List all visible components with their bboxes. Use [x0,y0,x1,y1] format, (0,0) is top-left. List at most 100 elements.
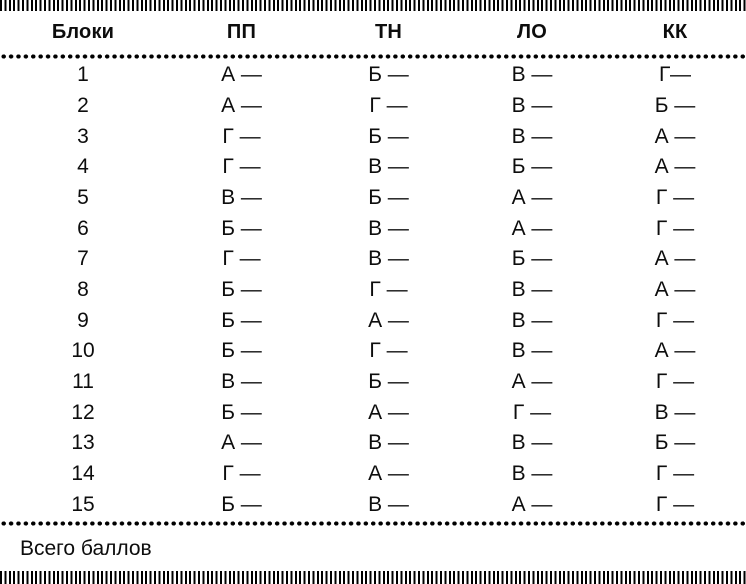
table-row: 9 Б — А — В — Г — [0,305,746,336]
pp-answer-cell: Б — [221,216,262,240]
tn-answer-cell: Г — [369,278,408,302]
block-number-cell: 13 [71,431,95,455]
table-body: 1 А — Б — В — Г— 2 А — Г — В — Б — 3 Г —… [0,60,746,520]
lo-answer-cell: В — [511,339,553,363]
table-row: 11 В — Б — А — Г — [0,367,746,398]
tn-answer-cell: Г — [369,94,408,117]
tn-answer-cell: Б — [368,124,409,148]
table-row: 12 Б — А — Г — В — [0,397,746,428]
header-kk: КК [662,20,688,43]
block-number-cell: 4 [77,155,89,179]
tn-answer-cell: А — [368,308,409,332]
pp-answer-cell: Б — [221,339,262,363]
top-comb-border [0,0,746,11]
bottom-comb-border [0,571,746,584]
header-blocks: Блоки [51,20,115,43]
lo-answer-cell: А — [511,492,553,516]
tn-answer-cell: В — [368,431,409,455]
kk-answer-cell: Г — [655,308,695,332]
tn-answer-cell: А — [368,400,409,424]
table-row: 5 В — Б — А — Г — [0,183,746,214]
lo-answer-cell: В — [511,462,553,486]
block-number-cell: 8 [77,278,89,302]
tn-answer-cell: В — [368,155,409,179]
pp-answer-cell: В — [221,370,262,394]
table-row: 7 Г — В — Б — А — [0,244,746,275]
kk-answer-cell: Г — [655,186,695,210]
lo-answer-cell: В — [511,94,553,117]
pp-answer-cell: Б — [221,278,262,302]
pp-answer-cell: Г — [222,462,261,486]
block-number-cell: 7 [77,247,89,271]
header-dotted-rule [0,53,746,60]
block-number-cell: 3 [77,124,89,148]
table-row: 14 Г — А — В — Г — [0,459,746,490]
table-row: 4 Г — В — Б — А — [0,152,746,183]
tn-answer-cell: Б — [368,63,409,87]
header-tn: ТН [374,20,403,43]
header-lo: ЛО [517,20,547,43]
pp-answer-cell: А — [221,431,262,455]
block-number-cell: 6 [77,216,89,240]
tn-answer-cell: В — [368,492,409,516]
block-number-cell: 14 [71,462,95,486]
block-number-cell: 5 [77,186,89,210]
block-number-cell: 15 [71,492,95,516]
block-number-cell: 10 [71,339,95,363]
kk-answer-cell: Г — [655,462,695,486]
tn-answer-cell: В — [368,216,409,240]
table-row: 6 Б — В — А — Г — [0,213,746,244]
tn-answer-cell: Г — [369,339,408,363]
kk-answer-cell: А — [654,339,696,363]
pp-answer-cell: Г — [222,247,261,271]
footer-dotted-rule [0,520,746,527]
table-row: 15 Б — В — А — Г — [0,489,746,520]
kk-answer-cell: А — [654,155,696,179]
pp-answer-cell: А — [221,63,262,87]
kk-answer-cell: Б — [654,94,696,117]
table-row: 1 А — Б — В — Г— [0,60,746,91]
pp-answer-cell: В — [221,186,262,210]
table-row: 3 Г — Б — В — А — [0,121,746,152]
kk-answer-cell: Г — [655,492,695,516]
pp-answer-cell: Г — [222,124,261,148]
block-number-cell: 2 [77,94,89,117]
tn-answer-cell: Б — [368,370,409,394]
pp-answer-cell: Б — [221,400,262,424]
table-row: 2 А — Г — В — Б — [0,91,746,122]
kk-answer-cell: Г — [655,370,695,394]
block-number-cell: 9 [77,308,89,332]
total-score-label: Всего баллов [20,537,152,560]
table-row: 10 Б — Г — В — А — [0,336,746,367]
lo-answer-cell: Б — [511,247,553,271]
kk-answer-cell: А — [654,247,696,271]
header-pp: ПП [226,20,257,43]
lo-answer-cell: В — [511,278,553,302]
lo-answer-cell: В — [511,124,553,148]
total-score-row: Всего баллов [0,527,746,571]
kk-answer-cell: В — [654,400,696,424]
table-header-row: Блоки ПП ТН ЛО КК [0,11,746,53]
pp-answer-cell: Г — [222,155,261,179]
kk-answer-cell: А — [654,124,696,148]
block-number-cell: 12 [71,400,95,424]
pp-answer-cell: Б — [221,308,262,332]
pp-answer-cell: Б — [221,492,262,516]
lo-answer-cell: В — [511,431,553,455]
lo-answer-cell: А — [511,216,553,240]
kk-answer-cell: А — [654,278,696,302]
pp-answer-cell: А — [221,94,262,117]
kk-answer-cell: Г — [655,216,695,240]
lo-answer-cell: В — [511,308,553,332]
lo-answer-cell: Б — [511,155,553,179]
kk-answer-cell: Б — [654,431,696,455]
table-row: 8 Б — Г — В — А — [0,275,746,306]
block-number-cell: 11 [72,370,94,394]
tn-answer-cell: А — [368,462,409,486]
tn-answer-cell: Б — [368,186,409,210]
lo-answer-cell: В — [511,63,553,87]
tn-answer-cell: В — [368,247,409,271]
block-number-cell: 1 [77,63,89,87]
lo-answer-cell: А — [511,370,553,394]
